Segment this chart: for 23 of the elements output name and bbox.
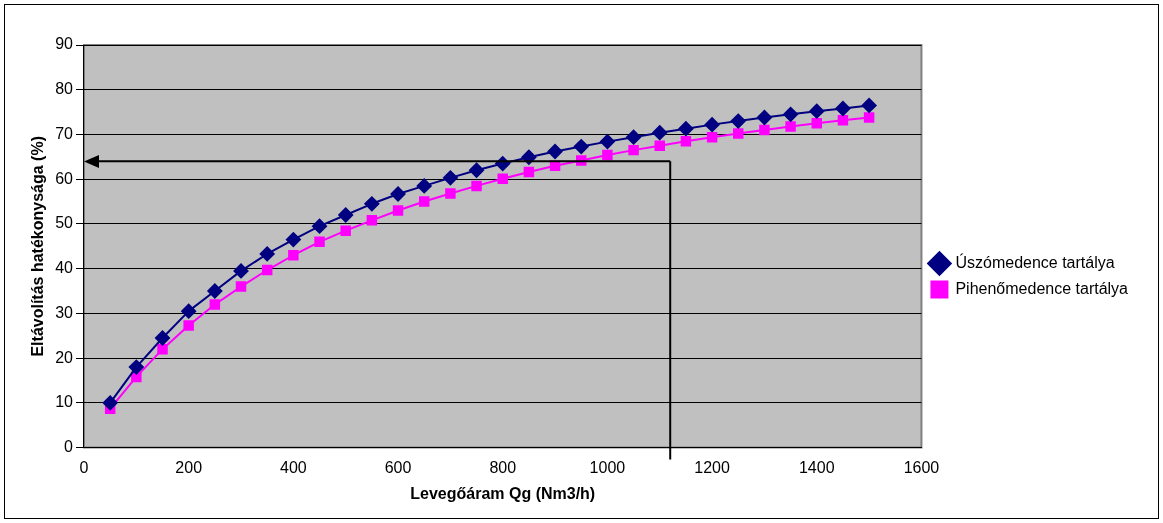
x-axis-title: Levegőáram Qg (Nm3/h) [410, 484, 596, 502]
y-tick-label: 0 [64, 438, 74, 456]
x-tick-label: 600 [384, 458, 412, 476]
x-tick-label: 1000 [589, 458, 626, 476]
x-tick-label: 1400 [798, 458, 835, 476]
y-tick-label: 30 [55, 303, 74, 321]
x-tick-label: 0 [79, 458, 89, 476]
x-tick-label: 1200 [694, 458, 730, 476]
y-tick-label: 90 [55, 35, 74, 53]
y-tick-label: 60 [55, 169, 74, 187]
x-tick-label: 1600 [903, 458, 940, 476]
y-axis-title: Eltávolítás hatékonysága (%) [29, 136, 47, 357]
x-tick-label: 400 [280, 458, 307, 476]
legend-label: Úszómedence tartálya [955, 252, 1115, 271]
y-tick-label: 50 [55, 214, 74, 232]
x-tick-label: 800 [489, 458, 517, 476]
legend-label: Pihenőmedence tartálya [955, 279, 1129, 297]
y-tick-label: 40 [55, 259, 74, 277]
y-tick-label: 20 [55, 348, 74, 366]
y-tick-label: 80 [55, 80, 74, 98]
y-tick-label: 70 [55, 124, 74, 142]
y-tick-label: 10 [55, 393, 74, 411]
x-tick-label: 200 [175, 458, 203, 476]
